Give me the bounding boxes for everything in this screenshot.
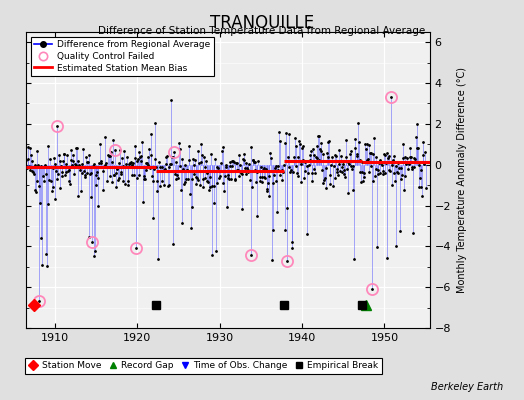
Text: TRANQUILLE: TRANQUILLE [210,14,314,32]
Y-axis label: Monthly Temperature Anomaly Difference (°C): Monthly Temperature Anomaly Difference (… [456,67,466,293]
Text: Difference of Station Temperature Data from Regional Average: Difference of Station Temperature Data f… [99,26,425,36]
Text: Berkeley Earth: Berkeley Earth [431,382,503,392]
Legend: Station Move, Record Gap, Time of Obs. Change, Empirical Break: Station Move, Record Gap, Time of Obs. C… [25,358,382,374]
